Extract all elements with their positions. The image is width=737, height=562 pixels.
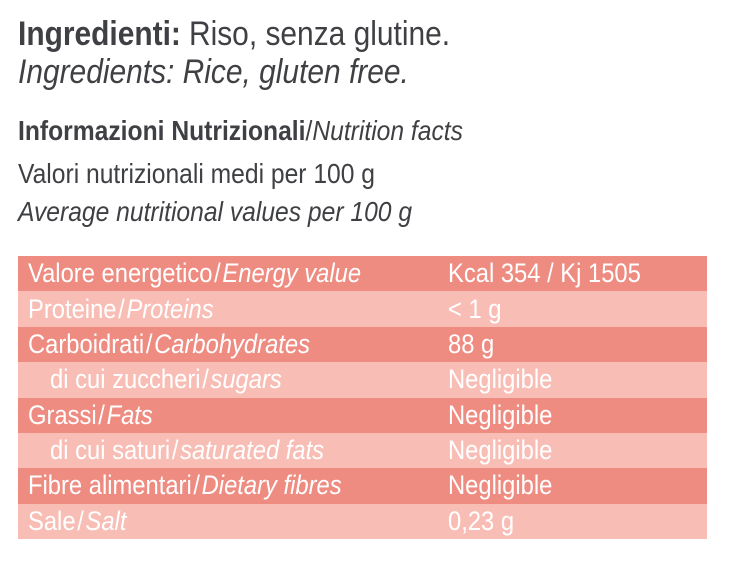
ingredients-line-it: Ingredienti: Riso, senza glutine. [18, 16, 509, 53]
nutrition-heading-en: Nutrition facts [312, 115, 463, 146]
row-label: di cui zuccheri/sugars [50, 364, 282, 395]
table-row-fats: Grassi/Fats Negligible [18, 397, 707, 433]
table-row-dietary-fibres: Fibre alimentari/Dietary fibres Negligib… [18, 468, 707, 504]
row-label: Proteine/Proteins [28, 293, 214, 324]
row-label: Grassi/Fats [28, 399, 153, 430]
ingredients-translation: Ingredients: Rice, gluten free. [18, 53, 409, 91]
table-row-carbohydrates: Carboidrati/Carbohydrates 88 g [18, 326, 707, 363]
row-value: 0,23 g [448, 505, 515, 536]
nutrition-heading: Informazioni Nutrizionali/Nutrition fact… [18, 116, 524, 146]
row-value: 88 g [448, 328, 495, 359]
table-row-salt: Sale/Salt 0,23 g [18, 503, 707, 539]
ingredients-text: Riso, senza glutine. [188, 15, 451, 53]
row-label: Carboidrati/Carbohydrates [28, 328, 310, 359]
nutrition-table: Valore energetico/Energy value Kcal 354 … [18, 256, 707, 539]
heading-separator: / [305, 115, 313, 146]
ingredients-line-en: Ingredients: Rice, gluten free. [18, 54, 462, 91]
subtitle-it: Valori nutrizionali medi per 100 g [18, 158, 376, 189]
row-value: Negligible [448, 470, 553, 501]
table-row-saturated-fats: di cui saturi/saturated fats Negligible [18, 432, 707, 469]
row-label: Fibre alimentari/Dietary fibres [28, 470, 342, 501]
row-value: Negligible [448, 364, 553, 395]
table-row-sugars: di cui zuccheri/sugars Negligible [18, 362, 707, 398]
row-label: Valore energetico/Energy value [28, 258, 362, 289]
table-row-energy: Valore energetico/Energy value Kcal 354 … [18, 256, 707, 292]
row-value: Negligible [448, 435, 553, 466]
row-value: < 1 g [448, 293, 502, 324]
row-value: Kcal 354 / Kj 1505 [448, 258, 641, 289]
ingredients-label: Ingredienti: [18, 15, 181, 53]
nutrition-heading-it: Informazioni Nutrizionali [18, 115, 306, 146]
row-value: Negligible [448, 399, 553, 430]
table-row-proteins: Proteine/Proteins < 1 g [18, 291, 707, 327]
row-label: di cui saturi/saturated fats [50, 435, 325, 466]
subtitle-en: Average nutritional values per 100 g [18, 196, 413, 227]
row-label: Sale/Salt [28, 505, 127, 536]
